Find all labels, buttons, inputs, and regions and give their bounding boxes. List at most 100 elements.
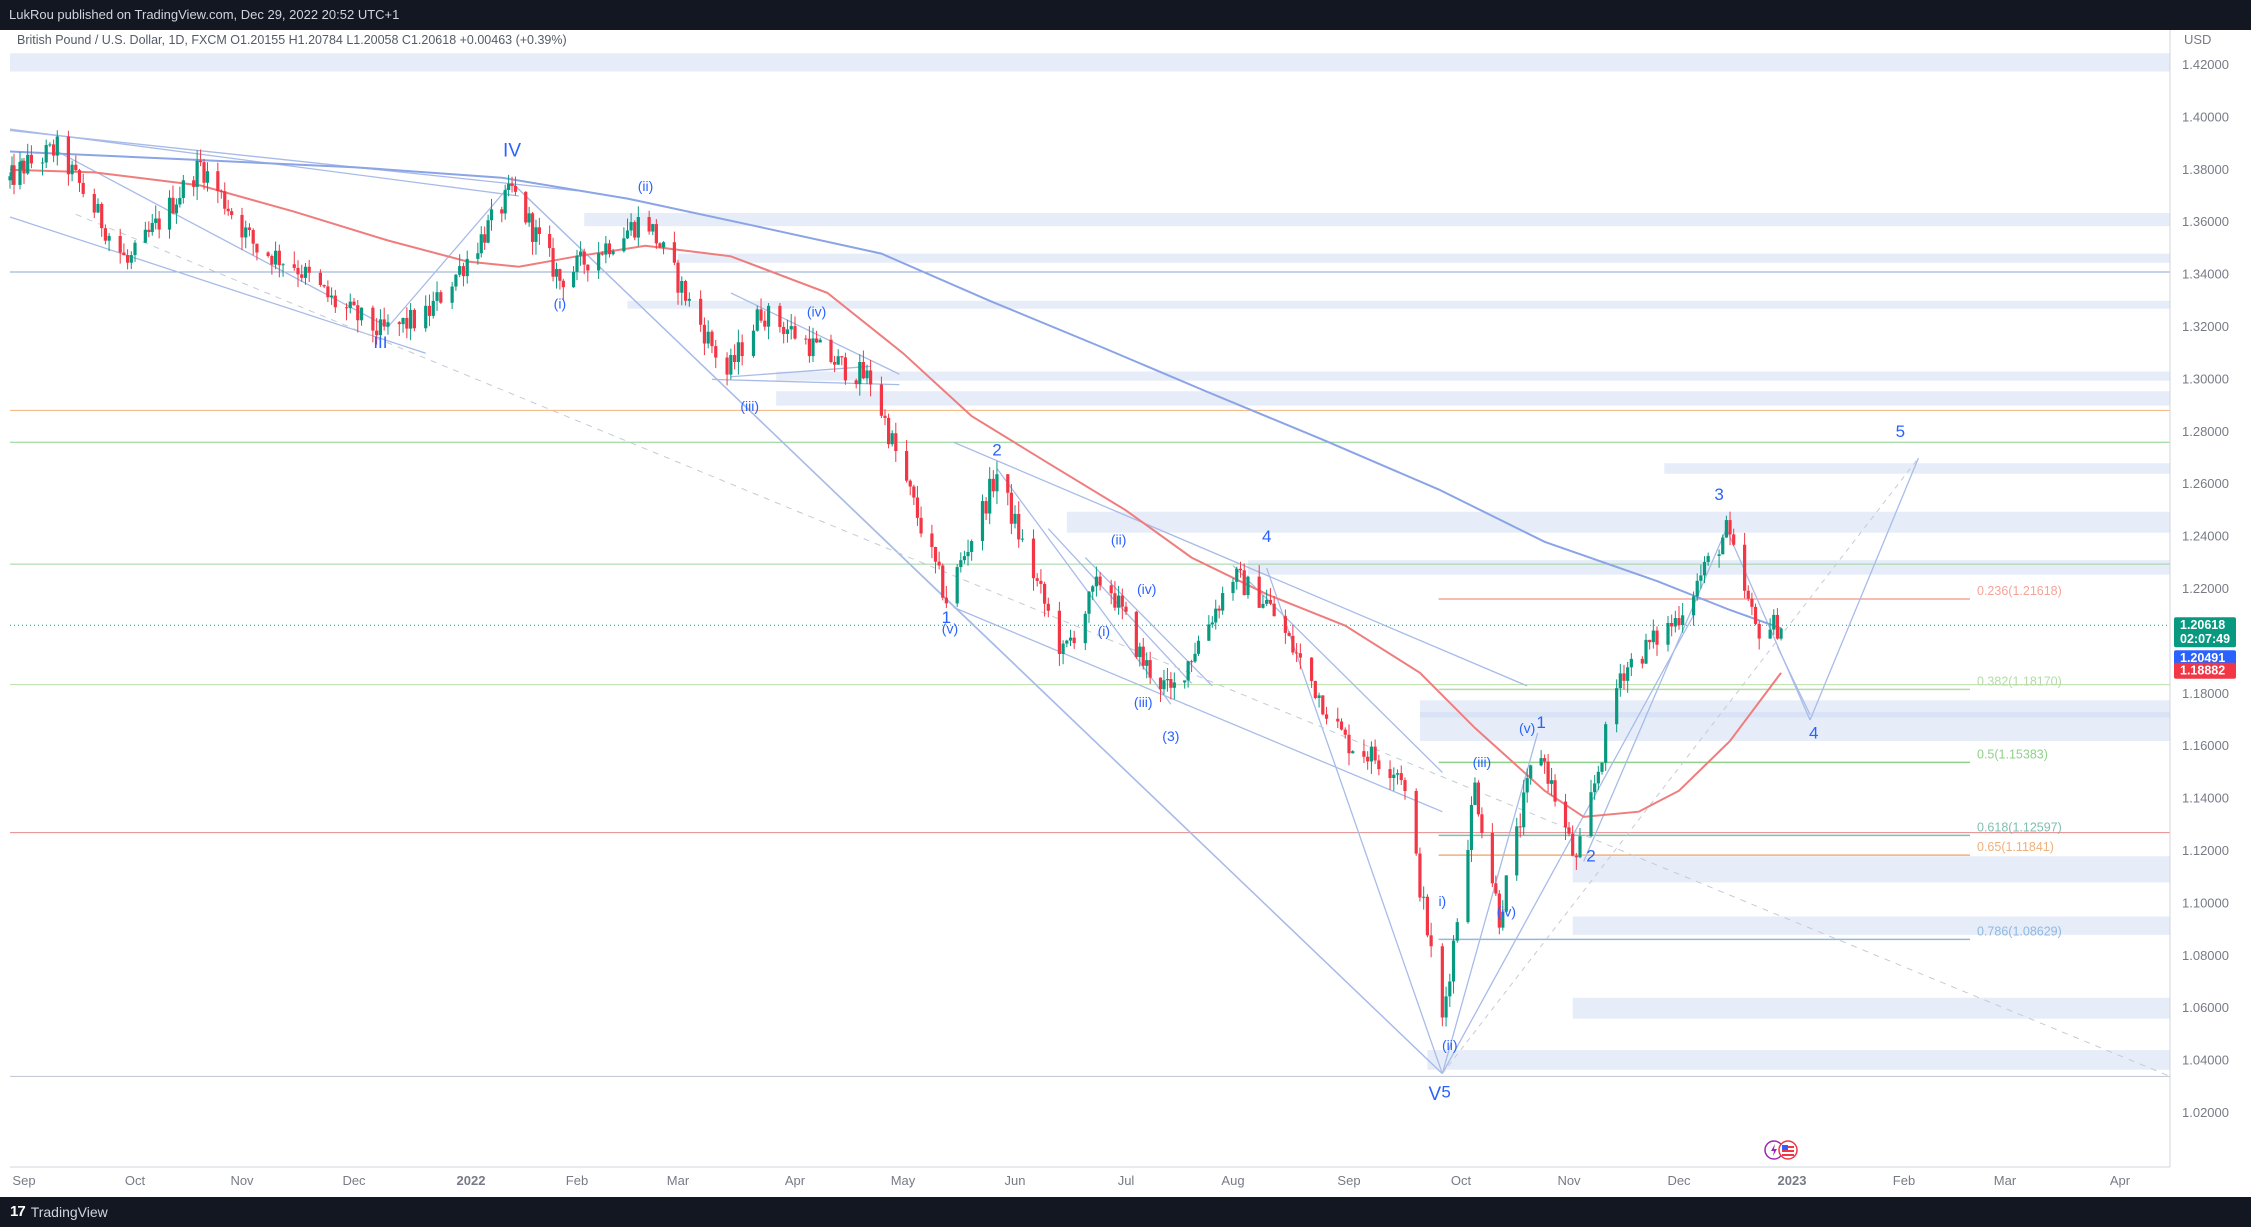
time-tick-label: Nov [230,1173,254,1188]
candle-body [1189,661,1194,663]
candle-body [1480,814,1484,833]
candle-body [1017,513,1021,540]
candle-body [465,258,469,277]
candle-body [1589,792,1593,837]
candle-body [205,171,210,183]
candle-body [20,160,24,162]
wave-label: 5 [1896,422,1905,441]
candle-body [1221,593,1225,611]
candle-body [26,154,30,174]
candle-body [1324,714,1329,719]
price-tick-label: 1.38000 [2182,162,2229,177]
candle-body [230,211,234,215]
candle-body [1440,946,1444,1018]
candle-body [980,501,985,542]
candle-body [1677,618,1681,626]
candle-body [579,251,583,256]
candle-body [1162,680,1166,690]
trend-line [711,378,900,386]
candle-body [29,154,33,164]
price-tag-countdown: 02:07:49 [2180,632,2230,646]
zone-rect [1427,1050,2170,1070]
candle-body [1706,555,1710,562]
candle-body [1593,783,1597,793]
price-tick-label: 1.32000 [2182,319,2229,334]
candle-body [1429,935,1433,947]
zone-rect [1572,856,2170,883]
candle-body [1504,875,1508,912]
price-tag-label: 1.20618 [2180,618,2225,632]
candle-body [1138,646,1142,658]
candle-body [1746,590,1750,599]
candle-body [1691,596,1696,616]
tradingview-brand[interactable]: 17 TradingView [10,1197,108,1227]
zone-rect [776,371,2170,381]
candle-body [1574,855,1578,858]
time-axis[interactable]: Sep Oct Nov Dec 2022 Feb Mar Apr May Jun Jul Aug Sep… [12,1173,2130,1188]
legend-text: British Pound / U.S. Dollar, 1D, FXCM O1… [17,33,567,47]
candle-body [1373,746,1377,761]
time-tick-label: Aug [1221,1173,1244,1188]
price-tick-label: 1.26000 [2182,476,2229,491]
candle-body [912,486,916,498]
candle-body [458,266,462,275]
candle-body [143,229,147,243]
candle-body [1186,661,1190,681]
time-tick-label: Oct [125,1173,146,1188]
candle-body [66,136,70,175]
candle-body [524,191,528,223]
candle-body [1695,580,1699,597]
candle-body [401,317,405,325]
candle-body [118,235,122,253]
candle-body [55,136,59,156]
time-tick-label: Feb [566,1173,588,1188]
candle-body [1117,595,1121,608]
candle-body [77,170,82,183]
candle-body [1448,981,1452,997]
candle-body [1006,474,1010,493]
candle-body [894,433,898,452]
candle-body [789,326,793,330]
candle-body [966,551,970,557]
candle-body [804,338,808,340]
trend-line [1441,732,1539,1074]
price-axis[interactable]: 1.42000 1.40000 1.38000 1.36000 1.34000 1.320… [2182,57,2229,1120]
candle-body [307,266,311,273]
candle-body [1529,765,1533,779]
candle-body [427,305,432,316]
price-chart[interactable]: 0.236(1.21618) 0.382(1.18170) 0.5(1.15383)… [0,30,2251,1197]
footer-bar: 17 TradingView [0,1197,2251,1227]
candle-body [1268,599,1273,604]
candle-body [1309,657,1314,681]
candle-body [1563,801,1568,828]
candle-body [558,269,562,281]
candle-body [1543,758,1547,762]
candle-body [537,227,541,234]
fib-level-label: 0.65(1.11841) [1977,840,2054,854]
event-icons[interactable] [1764,1140,1798,1160]
candle-body [840,356,844,358]
candle-body [1235,568,1239,582]
candle-body [1546,761,1550,784]
trend-line [1776,646,1811,716]
candle-body [1717,554,1721,556]
candle-body [274,250,278,265]
candle-body [1775,614,1780,639]
candle-body [782,326,786,334]
candle-body [378,319,383,336]
candle-body [503,190,507,214]
candle-body [1578,836,1582,858]
candle-body [1068,637,1073,641]
candle-body [107,235,111,241]
wave-label: 2 [1586,846,1595,865]
candle-body [1291,635,1295,653]
candle-body [409,309,413,329]
candle-body [1165,679,1170,681]
candle-body [551,248,555,277]
trend-line [1441,614,1695,1075]
price-tick-label: 1.04000 [2182,1053,2229,1068]
wave-label: (iv) [1497,904,1516,920]
candle-body [333,295,337,308]
candle-body [970,541,974,552]
candle-body [223,191,227,209]
